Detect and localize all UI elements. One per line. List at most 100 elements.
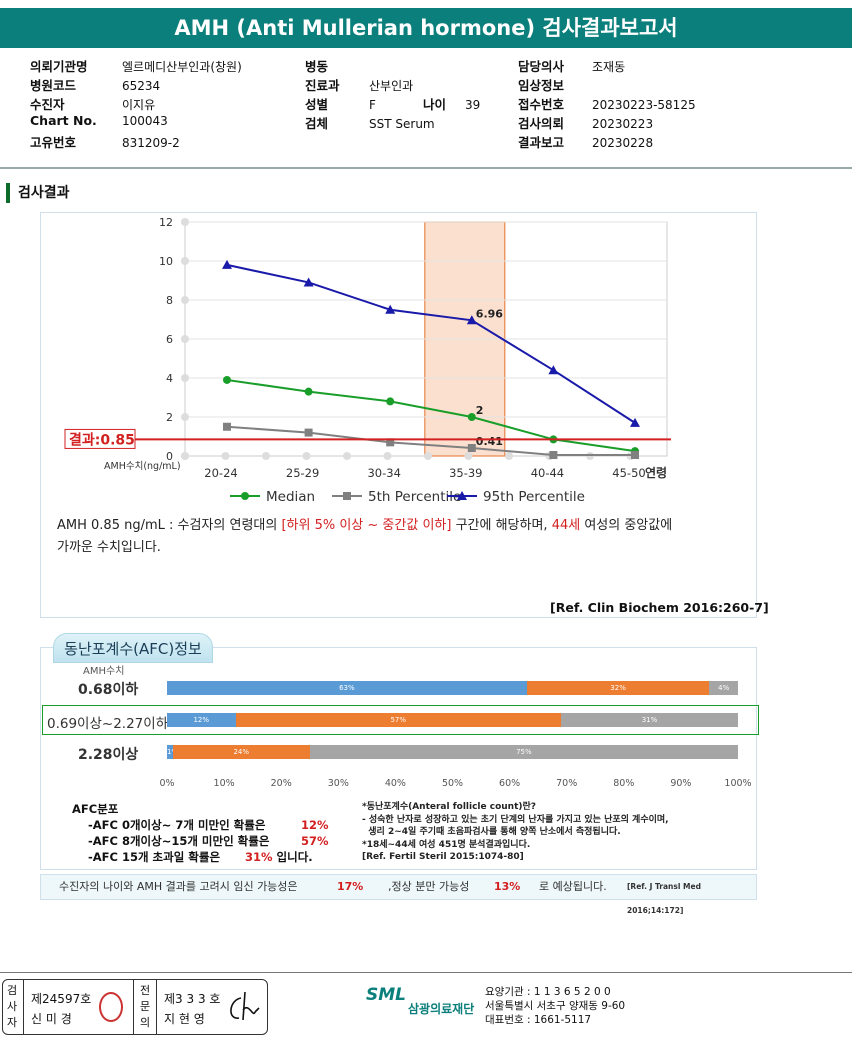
afc-bar: 12% 57% 31% — [167, 713, 738, 727]
afc-dist-pct: 31% — [245, 850, 273, 864]
handwritten-signature — [230, 991, 260, 1021]
afc-dist-text: -AFC 0개이상~ 7개 미만인 확률은 — [88, 818, 266, 832]
afc-note: [Ref. Fertil Steril 2015:1074-80] — [362, 852, 524, 862]
afc-dist-row: -AFC 15개 초과일 확률은 31% 입니다. — [72, 849, 329, 865]
sig2-name: 지 현 영 — [164, 1012, 205, 1026]
afc-tick-label: 10% — [213, 778, 235, 789]
header-row: Chart No. 100043 — [30, 113, 300, 132]
x-tick-dot — [424, 452, 432, 460]
sig2-number: 제3 3 3 호 — [164, 992, 221, 1006]
header-label: 검사의뢰 — [518, 116, 565, 131]
afc-segment: 12% — [167, 713, 236, 727]
afc-row-label: 0.68이하 — [78, 682, 139, 698]
afc-segment: 57% — [235, 713, 561, 727]
chart-panel — [40, 212, 757, 618]
afc-tick-label: 30% — [327, 778, 349, 789]
afc-segment: 75% — [309, 745, 738, 759]
y-tick-dot — [181, 335, 189, 343]
summary-text: ,정상 분만 가능성 — [388, 880, 470, 893]
desc-range: [하위 5% 이상 ~ 중간값 이하] — [281, 518, 452, 533]
header-row: 접수번호 20230223-58125 — [518, 94, 758, 113]
data-point — [467, 413, 476, 421]
header-label: 진료과 — [305, 78, 340, 93]
afc-tick-label: 90% — [670, 778, 692, 789]
header-value: F — [369, 98, 376, 112]
header-row: 고유번호 831209-2 — [30, 132, 300, 151]
sig1-number: 제24597호 — [31, 992, 92, 1006]
afc-dist-pct: 57% — [301, 834, 329, 848]
header-col3: 담당의사 조재동 임상정보 접수번호 20230223-58125 검사의뢰 2023… — [518, 56, 758, 151]
x-axis-title: 연령 — [645, 465, 667, 480]
reference-1: [Ref. Clin Biochem 2016:260-7] — [550, 600, 769, 615]
data-point — [304, 428, 313, 437]
sig1-label: 검사자 — [7, 984, 18, 1029]
x-tick-dot — [505, 452, 513, 460]
y-tick-label: 12 — [159, 216, 173, 229]
data-point — [304, 387, 313, 396]
amh-chart: 0 2 4 6 8 10 12 20-24 25-29 30-34 35-39 40-44 45-50… — [64, 216, 671, 505]
afc-segment: 4% — [709, 681, 738, 695]
y-tick-dot — [181, 413, 189, 421]
header-label: 접수번호 — [518, 97, 565, 112]
legend-marker — [457, 491, 467, 500]
logo-text: SML — [366, 985, 406, 1005]
afc-segment: 31% — [560, 713, 738, 727]
desc-text: 구간에 해당하며, — [451, 518, 552, 533]
section-title: 검사결과 — [6, 183, 70, 203]
afc-note: 생리 2~4일 주기때 초음파검사를 통해 양쪽 난소에서 측정됩니다. — [362, 827, 621, 837]
x-tick-label: 35-39 — [449, 466, 482, 480]
series-line — [226, 425, 635, 457]
org-logo: SML — [366, 985, 406, 1025]
footer-divider — [0, 972, 852, 973]
series-line — [226, 378, 636, 453]
y-tick-label: 4 — [166, 372, 173, 385]
x-tick-dot — [383, 452, 392, 460]
header-col2: 병동 진료과 산부인과 성별 F 나이 39 검체 SST Serum — [305, 56, 505, 132]
header-label: 결과보고 — [518, 135, 565, 150]
header-row: 담당의사 조재동 — [518, 56, 758, 75]
data-point — [467, 444, 476, 453]
header-value: 20230223 — [592, 117, 654, 131]
y-tick-dot — [181, 218, 189, 226]
afc-tick-label: 40% — [384, 778, 406, 789]
afc-row-label: 0.69이상~2.27이하 — [47, 716, 169, 732]
data-label: 2 — [476, 404, 484, 417]
header-row: 검체 SST Serum — [305, 113, 505, 132]
header-row: 병동 — [305, 56, 505, 75]
afc-tab: 동난포계수(AFC)정보 — [53, 633, 213, 663]
header-label: 병동 — [305, 59, 329, 74]
header-label: 담당의사 — [518, 59, 565, 74]
header-value: 100043 — [122, 114, 168, 128]
y-tick-label: 0 — [166, 450, 173, 463]
afc-tick-label: 20% — [270, 778, 292, 789]
sig1-name: 신 미 경 — [31, 1012, 72, 1026]
x-tick-dot — [343, 452, 351, 460]
sig-divider — [23, 980, 24, 1034]
header-value: 20230223-58125 — [592, 98, 696, 112]
afc-dist-tail: 입니다. — [272, 850, 313, 864]
header-value: 산부인과 — [369, 79, 414, 93]
afc-segment: 1% — [167, 745, 178, 759]
result-label: 결과:0.85 — [69, 431, 135, 448]
header-row: 임상정보 — [518, 75, 758, 94]
signature-box: 검사자 제24597호 신 미 경 전문의 제3 3 3 호 지 현 영 — [2, 979, 268, 1035]
series-group: 6.96 2 0.41 — [222, 259, 640, 460]
header-row: 결과보고 20230228 — [518, 132, 758, 151]
y-tick-label: 2 — [166, 411, 173, 424]
header-value: 이지유 — [122, 98, 156, 112]
header-col1: 의뢰기관명 엘르메디산부인과(창원) 병원코드 65234 수진자 이지유 Chart… — [30, 56, 300, 151]
afc-dist-text: -AFC 8개이상~15개 미만인 확률은 — [88, 834, 270, 848]
header-row: 검사의뢰 20230223 — [518, 113, 758, 132]
summary-text: 수진자의 나이와 AMH 결과를 고려시 임신 가능성은 — [59, 880, 298, 893]
org-info-line: 대표번호 : 1661-5117 — [485, 1014, 592, 1026]
header-label: 성별 — [305, 97, 329, 112]
data-point — [631, 451, 639, 460]
summary-text: 로 예상됩니다. — [539, 880, 607, 893]
data-point — [385, 304, 396, 314]
data-point — [466, 315, 477, 325]
afc-note: *동난포계수(Anteral follicle count)란? — [362, 802, 536, 812]
afc-tick-label: 60% — [499, 778, 521, 789]
afc-tick-label: 50% — [441, 778, 464, 789]
header-value: 20230228 — [592, 136, 654, 150]
x-tick-label: 30-34 — [367, 466, 400, 480]
